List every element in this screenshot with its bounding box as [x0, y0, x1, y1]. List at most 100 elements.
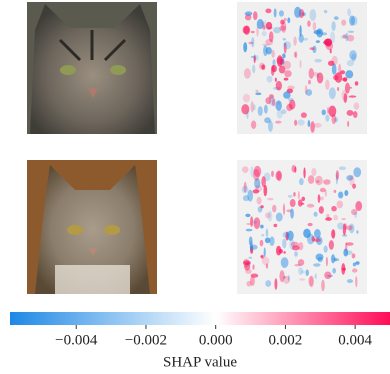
shap-speck	[311, 167, 317, 177]
shap-speck	[253, 217, 261, 229]
shap-speck	[299, 60, 302, 69]
shap-speck	[282, 231, 290, 238]
shap-speck	[289, 199, 296, 208]
shap-speck	[307, 20, 311, 27]
shap-speck	[265, 38, 274, 46]
shap-speck	[265, 263, 269, 269]
shap-speck	[261, 176, 266, 188]
shap-speck	[260, 205, 264, 209]
shap-speck	[323, 245, 328, 253]
shap-speck	[271, 49, 275, 58]
shap-speck	[275, 80, 282, 91]
shap-speck	[294, 263, 301, 267]
shap-speck	[281, 109, 287, 115]
shap-speck	[245, 213, 251, 218]
shap-speck	[270, 65, 275, 76]
shap-speck	[242, 195, 250, 202]
shap-speck	[252, 264, 255, 270]
shap-speck	[293, 36, 297, 46]
shap-speck	[283, 42, 287, 54]
shap-speck	[287, 194, 293, 198]
shap-speck	[304, 85, 308, 95]
shap-speck	[316, 179, 320, 184]
shap-speck	[263, 247, 266, 258]
shap-speck	[299, 25, 302, 37]
shap-speck	[344, 82, 350, 94]
shap-speck	[316, 236, 323, 246]
shap-speck	[355, 261, 360, 265]
shap-speck	[267, 197, 274, 201]
shap-speck	[351, 53, 357, 62]
shap-speck	[343, 248, 349, 257]
shap-speck	[283, 276, 286, 279]
shap-speck	[264, 237, 271, 244]
shap-speck	[280, 257, 289, 268]
shap-speck	[269, 236, 275, 247]
shap-speck	[266, 75, 273, 83]
shap-speck	[297, 191, 300, 200]
shap-speck	[261, 43, 270, 46]
shap-speck	[349, 15, 355, 26]
shap-speck	[315, 40, 320, 44]
shap-speck	[351, 208, 358, 216]
shap-speck	[243, 181, 247, 193]
shap-speck	[265, 8, 272, 14]
shap-speck	[248, 236, 253, 246]
tick-label: 0.002	[269, 332, 303, 348]
shap-speck	[261, 233, 265, 237]
shap-speck	[265, 280, 272, 287]
shap-speck	[321, 279, 325, 292]
shap-speck	[313, 263, 321, 267]
shap-speck	[303, 228, 311, 239]
shap-speck	[279, 25, 286, 31]
shap-speck	[272, 59, 276, 66]
shap-speck	[287, 85, 295, 90]
shap-speck	[252, 64, 256, 74]
shap-speck	[310, 121, 315, 133]
shap-speck	[346, 59, 354, 67]
shap-speck	[335, 172, 339, 185]
shap-speck	[282, 238, 287, 249]
shap-speck	[293, 192, 296, 197]
shap-speck	[351, 268, 358, 273]
shap-speck	[346, 34, 355, 42]
shap-speck	[290, 241, 299, 248]
shap-speck	[325, 114, 330, 122]
photo-2	[27, 160, 157, 294]
shap-speck	[350, 16, 358, 26]
shap-speck	[352, 183, 356, 189]
shap-speck	[307, 120, 311, 127]
shap-speck	[309, 47, 315, 51]
shap-speck	[324, 189, 327, 198]
shap-speck	[242, 93, 251, 103]
shap-speck	[283, 251, 286, 254]
shap-speck	[335, 258, 340, 262]
shap-speck	[316, 72, 324, 84]
shap-speck	[261, 254, 264, 259]
shap-speck	[311, 236, 315, 242]
shap-speck	[324, 271, 332, 280]
shap-speck	[329, 31, 336, 44]
shap-speck	[349, 86, 353, 89]
colorbar	[10, 312, 390, 325]
shap-speck	[287, 230, 294, 241]
shap-speck	[300, 270, 305, 274]
shap-speck	[255, 54, 259, 61]
shap-speck	[256, 19, 264, 30]
shap-speck	[291, 164, 297, 173]
shap-speck	[332, 267, 336, 274]
shap-speck	[313, 30, 322, 35]
shap-speck	[257, 106, 263, 117]
shap-speck	[335, 170, 340, 180]
shap-speck	[275, 245, 282, 256]
shap-speck	[276, 170, 283, 182]
shap-speck	[294, 251, 298, 257]
shap-speck	[250, 101, 254, 113]
shap-speck	[254, 178, 261, 189]
shap-speck	[253, 220, 257, 224]
shap-speck	[241, 185, 249, 194]
shap-speck	[338, 191, 344, 199]
shap-speck	[326, 274, 334, 278]
shap-map-1	[237, 2, 367, 134]
